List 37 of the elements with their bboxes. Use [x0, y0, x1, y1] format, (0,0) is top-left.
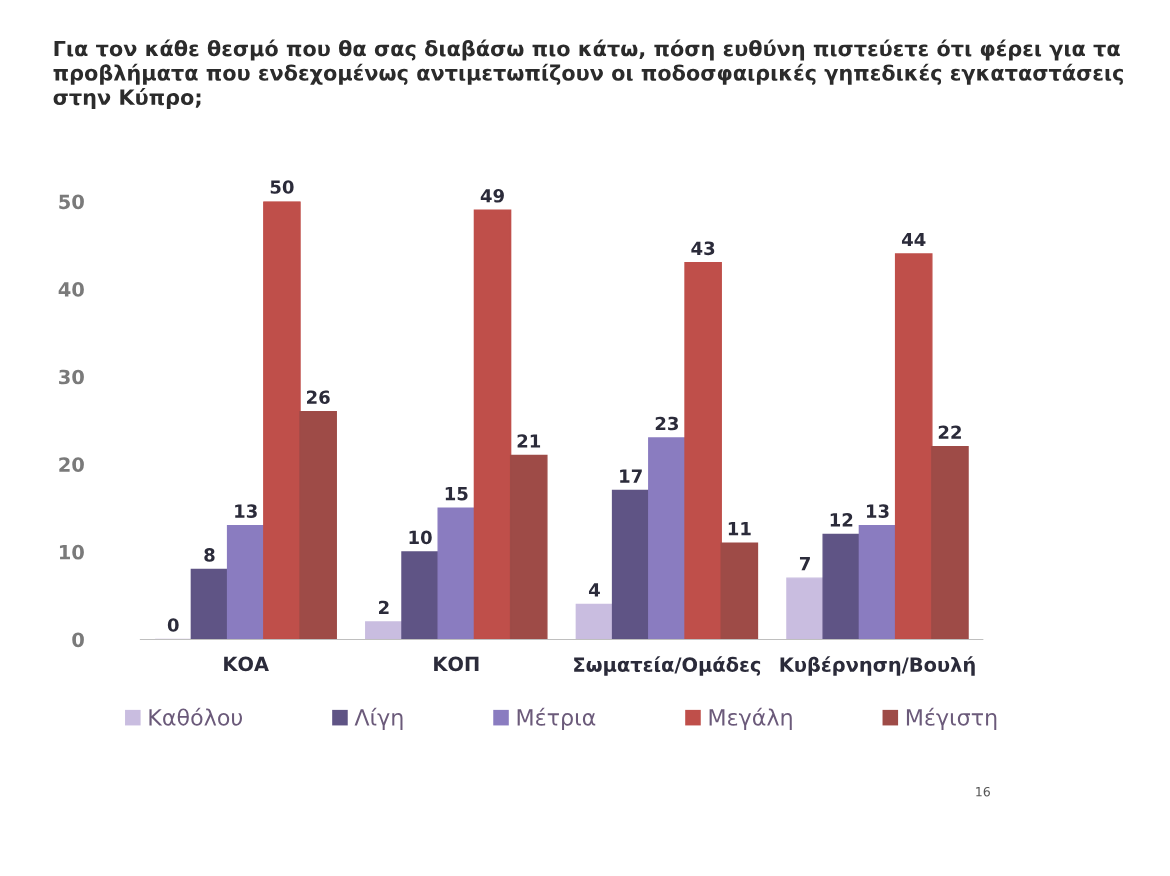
- legend-label: Μέγιστη: [906, 707, 997, 731]
- data-label: 10: [409, 530, 432, 545]
- data-label: 21: [517, 434, 541, 448]
- legend-label: Καθόλου: [149, 707, 242, 726]
- text: 16: [976, 786, 990, 797]
- data-label: 44: [901, 232, 926, 247]
- legend-label: Μεγάλη: [709, 707, 792, 731]
- x-tick-label: Σωματεία/Ομάδες: [574, 656, 761, 676]
- data-label: 50: [270, 180, 294, 194]
- data-label: 8: [204, 548, 215, 562]
- x-tick-label: ΚΟΑ: [224, 656, 269, 672]
- y-tick-label: 30: [59, 369, 84, 385]
- data-label: 7: [799, 557, 810, 571]
- data-label: 4: [588, 583, 600, 597]
- x-tick-label: ΚΟΠ: [434, 656, 479, 672]
- data-label: 15: [445, 486, 468, 501]
- data-label: 49: [480, 188, 504, 203]
- data-label: 26: [307, 390, 330, 405]
- data-label: 17: [620, 469, 642, 483]
- y-tick-label: 10: [59, 544, 84, 560]
- legend-label: Λίγη: [354, 707, 403, 731]
- x-tick-label: Κυβέρνηση/Βουλή: [780, 656, 975, 676]
- y-tick-label: 0: [72, 632, 84, 648]
- y-tick-label: 20: [59, 457, 84, 472]
- data-label: 22: [938, 425, 961, 439]
- data-label: 23: [655, 416, 679, 431]
- data-label: 0: [167, 618, 179, 632]
- data-label: 13: [235, 504, 257, 518]
- y-tick-label: 50: [59, 194, 84, 210]
- legend-label: Μέτρια: [517, 707, 596, 731]
- data-label: 12: [830, 513, 853, 527]
- data-label: 11: [728, 522, 751, 536]
- chart-title: Για τον κάθε θεσμό που θα σας διαβάσω πιο κάτω, πόση ευθύνη πιστεύετε ότι φέρει για τα προβλήματα που ενδεχομένως αντιμετωπίζουν οι ποδοσφαιρικές γηπεδικές εγκαταστάσεις στην Κύπρο;: [53, 39, 1123, 110]
- data-label: 43: [691, 241, 715, 256]
- y-tick-label: 40: [58, 282, 84, 297]
- data-label: 2: [379, 600, 389, 615]
- data-label: 13: [866, 504, 889, 518]
